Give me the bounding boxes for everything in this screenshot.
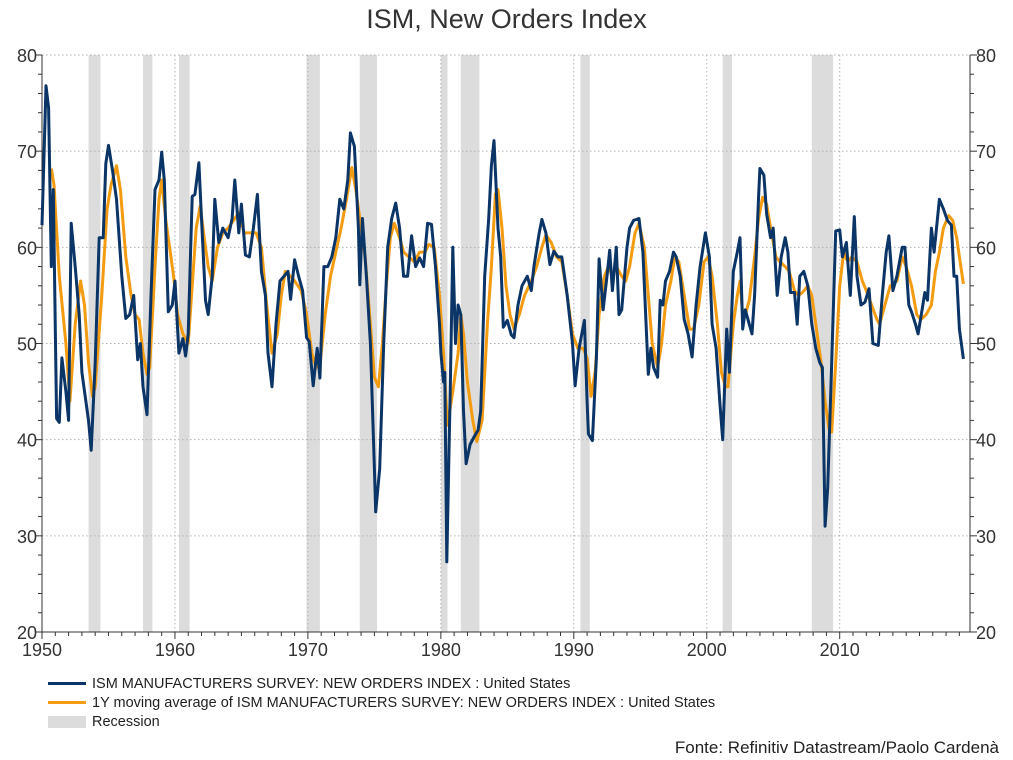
y-tick-label-right: 40 [976, 431, 996, 451]
moving-average-line [49, 164, 965, 444]
y-tick-label-left: 60 [17, 238, 37, 258]
recession-band [143, 55, 153, 632]
y-tick-label-left: 80 [17, 46, 37, 66]
legend-item-recession: Recession [48, 712, 715, 731]
legend-item-ism: ISM MANUFACTURERS SURVEY: NEW ORDERS IND… [48, 674, 715, 693]
y-tick-label-left: 40 [17, 431, 37, 451]
y-tick-label-left: 70 [17, 142, 37, 162]
x-tick-label: 1960 [155, 640, 195, 660]
y-tick-label-right: 60 [976, 238, 996, 258]
x-tick-label: 2000 [687, 640, 727, 660]
chart-title: ISM, New Orders Index [366, 4, 647, 34]
legend: ISM MANUFACTURERS SURVEY: NEW ORDERS IND… [48, 674, 715, 731]
y-tick-label-right: 30 [976, 527, 996, 547]
y-tick-label-right: 70 [976, 142, 996, 162]
y-tick-label-left: 20 [17, 623, 37, 643]
recession-band [306, 55, 320, 632]
x-tick-label: 1950 [22, 640, 62, 660]
ism-line [40, 84, 965, 564]
recession-band [359, 55, 378, 632]
legend-label: ISM MANUFACTURERS SURVEY: NEW ORDERS IND… [92, 675, 571, 692]
legend-label: Recession [92, 713, 160, 730]
y-tick-label-left: 50 [17, 335, 37, 355]
y-tick-label-right: 20 [976, 623, 996, 643]
legend-item-moving-average: 1Y moving average of ISM MANUFACTURERS S… [48, 693, 715, 712]
legend-label: 1Y moving average of ISM MANUFACTURERS S… [92, 694, 716, 711]
source-note: Fonte: Refinitiv Datastream/Paolo Carden… [674, 738, 999, 757]
legend-swatch-recession [48, 715, 86, 728]
x-tick-label: 1990 [554, 640, 594, 660]
x-tick-label: 1980 [421, 640, 461, 660]
x-tick-label: 1970 [288, 640, 328, 660]
legend-swatch-moving-average [48, 701, 86, 704]
y-tick-label-right: 80 [976, 46, 996, 66]
y-tick-label-left: 30 [17, 527, 37, 547]
x-tick-label: 2010 [820, 640, 860, 660]
y-tick-label-right: 50 [976, 335, 996, 355]
legend-swatch-ism [48, 682, 86, 685]
